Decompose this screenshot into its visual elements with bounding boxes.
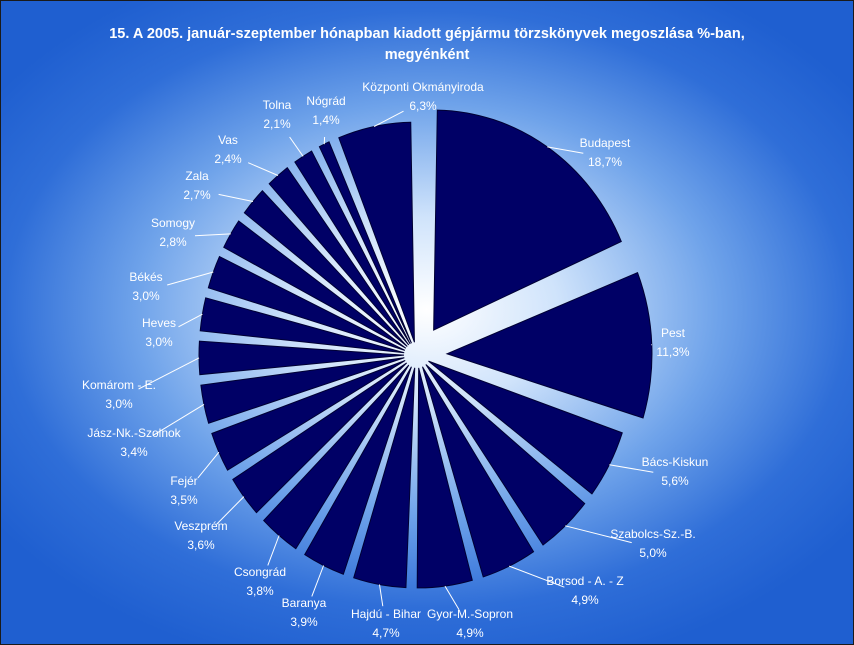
leader-line-zala xyxy=(218,193,254,202)
leader-line-budapest xyxy=(547,146,584,154)
leader-line-bekes xyxy=(167,271,214,286)
leader-line-somogy xyxy=(194,233,231,237)
slice-label-name: Baranya xyxy=(282,596,327,610)
slice-label-name: Csongrád xyxy=(234,565,286,579)
slice-label-value: 6,3% xyxy=(409,99,437,113)
leader-lines xyxy=(138,110,654,610)
slice-label-value: 3,0% xyxy=(105,397,133,411)
slice-label-name: Jász-Nk.-Szolnok xyxy=(87,426,181,440)
slice-label-name: Szabolcs-Sz.-B. xyxy=(610,527,695,541)
slice-labels: Budapest 18,7% Pest 11,3% Bács-Kiskun 5,6% Sza… xyxy=(82,80,708,640)
slice-label-value: 3,4% xyxy=(120,445,148,459)
leader-line-borsod-a-z xyxy=(509,565,565,588)
slice-label-name: Békés xyxy=(129,270,162,284)
leader-line-baranya xyxy=(311,565,325,597)
slice-label-name: Heves xyxy=(142,316,176,330)
pie-slice-szabolcs-sz-b xyxy=(425,364,586,546)
pie-slice-vas xyxy=(268,166,410,346)
slice-label-value: 2,1% xyxy=(263,117,291,131)
slice-label-value: 3,0% xyxy=(132,289,160,303)
slice-label-value: 4,7% xyxy=(372,626,400,640)
slice-label-name: Gyor-M.-Sopron xyxy=(427,607,513,621)
pie-slice-zala xyxy=(243,190,408,347)
leader-line-vas xyxy=(248,162,279,176)
leader-line-kozponti-okmanyiroda xyxy=(373,110,404,127)
chart-title-line-2: megyénként xyxy=(385,47,470,63)
pie-slices xyxy=(198,109,653,589)
pie-slice-tolna xyxy=(294,150,411,345)
slice-label-value: 5,0% xyxy=(639,546,667,560)
pie-slice-komarom-e xyxy=(198,340,405,376)
pie-slice-bekes xyxy=(207,255,406,351)
leader-line-jasz-nk-szolnok xyxy=(152,403,205,437)
slice-label-value: 3,9% xyxy=(290,615,318,629)
slice-label-value: 3,5% xyxy=(170,493,198,507)
slice-label-name: Bács-Kiskun xyxy=(642,455,709,469)
slice-label-name: Veszprém xyxy=(174,519,227,533)
pie-slice-kozponti-okmanyiroda xyxy=(338,121,415,343)
slice-label-name: Zala xyxy=(185,169,209,183)
slice-label-name: Pest xyxy=(661,326,686,340)
slice-label-value: 4,9% xyxy=(571,593,599,607)
slice-label-name: Vas xyxy=(218,133,238,147)
slice-label-value: 18,7% xyxy=(588,155,622,169)
slice-label-name: Borsod - A. - Z xyxy=(546,574,623,588)
leader-line-gyor-m-sopron xyxy=(444,585,460,610)
leader-line-tolna xyxy=(289,136,304,157)
slice-label-name: Tolna xyxy=(263,98,292,112)
leader-line-fejer xyxy=(197,451,220,479)
pie-slice-budapest xyxy=(433,109,622,331)
leader-line-bacs-kiskun xyxy=(609,464,654,473)
slice-label-name: Somogy xyxy=(151,216,195,230)
slice-label-value: 3,6% xyxy=(187,538,215,552)
slice-label-name: Nógrád xyxy=(306,94,345,108)
slice-label-name: Komárom - E. xyxy=(82,378,156,392)
slice-label-value: 4,9% xyxy=(456,626,484,640)
slice-label-name: Fejér xyxy=(170,474,197,488)
slice-label-name: Központi Okmányiroda xyxy=(362,80,484,94)
slice-label-value: 3,8% xyxy=(246,584,274,598)
pie-slice-csongrad xyxy=(263,364,410,550)
leader-line-heves xyxy=(178,313,203,328)
pie-slice-borsod-a-z xyxy=(422,366,535,578)
slice-label-value: 3,0% xyxy=(145,335,173,349)
slice-label-value: 2,7% xyxy=(183,188,211,202)
pie-slice-hajdu-bihar xyxy=(353,367,416,589)
slice-label-value: 11,3% xyxy=(656,345,689,359)
slice-label-name: Budapest xyxy=(580,136,631,150)
leader-line-szabolcs-sz-b xyxy=(565,525,632,544)
slice-label-value: 1,4% xyxy=(312,113,340,127)
slice-label-value: 2,8% xyxy=(159,235,187,249)
leader-line-veszprem xyxy=(216,496,245,525)
slice-label-value: 2,4% xyxy=(214,152,242,166)
slice-label-value: 5,6% xyxy=(661,474,689,488)
leader-line-komarom-e xyxy=(138,357,200,390)
pie-slice-pest xyxy=(445,271,653,419)
slice-label-name: Hajdú - Bihar xyxy=(351,607,421,621)
leader-line-hajdu-bihar xyxy=(379,584,384,607)
pie-slice-gyor-m-sopron xyxy=(416,367,473,589)
leader-line-csongrad xyxy=(267,535,280,566)
chart-title-line-1: 15. A 2005. január-szeptember hónapban k… xyxy=(109,26,745,42)
